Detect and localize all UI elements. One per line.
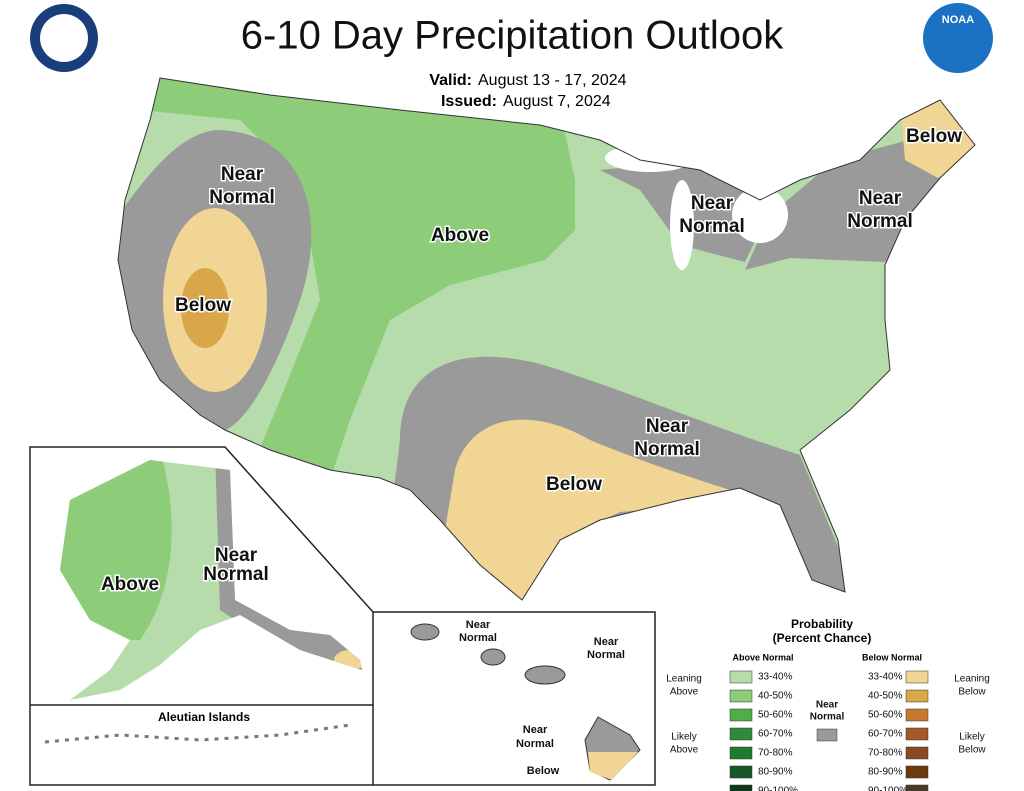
island: [480, 648, 506, 666]
region-label: Normal: [516, 738, 554, 750]
legend-range: 70-80%: [868, 748, 903, 759]
legend-swatch: [905, 765, 929, 779]
region-label: Normal: [587, 649, 625, 661]
legend-group: Leaning: [954, 674, 990, 685]
legend-range: 33-40%: [868, 672, 903, 683]
inset-title: Aleutian Islands: [158, 710, 250, 724]
legend-swatch: [729, 670, 753, 684]
legend-range: 60-70%: [868, 729, 903, 740]
legend-swatch: [905, 670, 929, 684]
logo-text: NOAA: [942, 14, 974, 26]
legend-swatch: [729, 784, 753, 791]
legend-swatch: [905, 784, 929, 791]
region-label: Near: [466, 619, 491, 631]
issued-label: Issued:: [441, 93, 497, 110]
region-label: Below: [527, 765, 560, 777]
below-west-core: [181, 268, 229, 348]
issued-date: August 7, 2024: [503, 93, 611, 110]
legend-range: 60-70%: [758, 729, 793, 740]
lake: [732, 187, 788, 243]
legend-group: Leaning: [666, 674, 702, 685]
legend-range: 70-80%: [758, 748, 793, 759]
island: [410, 623, 440, 641]
region-label: Normal: [209, 187, 274, 208]
legend-group: Likely: [671, 732, 697, 743]
region-label: Normal: [634, 439, 699, 460]
seal-inner: [40, 14, 88, 62]
title: 6-10 Day Precipitation Outlook: [241, 14, 785, 58]
legend-range: 90-100%: [758, 786, 798, 791]
legend-swatch: [729, 765, 753, 779]
legend-swatch: [905, 727, 929, 741]
region-label: Below: [546, 474, 602, 495]
legend-range: 40-50%: [868, 691, 903, 702]
legend-group: Likely: [959, 732, 985, 743]
region-label: Above: [101, 574, 159, 595]
valid-label: Valid:: [429, 72, 472, 89]
region-label: Normal: [459, 632, 497, 644]
legend-title: Probability: [791, 617, 853, 631]
below-south: [440, 419, 730, 600]
big-island-below: [588, 752, 638, 780]
legend-group: Normal: [810, 712, 845, 723]
legend-range: 80-90%: [868, 767, 903, 778]
legend-range: 33-40%: [758, 672, 793, 683]
region-label: Near: [691, 193, 734, 214]
legend-range: 80-90%: [758, 767, 793, 778]
legend-header: Below Normal: [862, 652, 922, 662]
legend-swatch: [729, 708, 753, 722]
aleutian-islands: [44, 723, 351, 744]
legend-swatch: [905, 746, 929, 760]
near-normal-swatch: [816, 728, 838, 742]
legend: Probability (Percent Chance) Above Norma…: [666, 617, 990, 791]
legend-swatch: [729, 727, 753, 741]
region-label: Below: [175, 295, 231, 316]
region-label: Near: [221, 164, 264, 185]
island: [524, 665, 566, 685]
region-label: Normal: [847, 211, 912, 232]
above-area: [60, 460, 172, 640]
legend-range: 50-60%: [758, 710, 793, 721]
conus-border: [117, 77, 976, 601]
lake: [605, 144, 695, 172]
region-label: Above: [431, 225, 489, 246]
legend-swatch: [905, 708, 929, 722]
legend-swatch: [729, 689, 753, 703]
legend-group: Above: [670, 687, 699, 698]
legend-title: (Percent Chance): [773, 631, 872, 645]
legend-range: 50-60%: [868, 710, 903, 721]
legend-range: 90-100%: [868, 786, 908, 791]
region-label: Near: [215, 545, 258, 566]
lake: [670, 180, 694, 270]
legend-swatch: [905, 689, 929, 703]
region-label: Near: [594, 636, 619, 648]
legend-swatch: [729, 746, 753, 760]
above-area: [140, 78, 575, 480]
legend-group: Near: [816, 700, 838, 711]
legend-header: Above Normal: [732, 652, 793, 662]
legend-group: Below: [958, 687, 986, 698]
region-label: Normal: [679, 216, 744, 237]
noaa-logo: [923, 3, 993, 73]
region-label: Near: [523, 724, 548, 736]
legend-range: 40-50%: [758, 691, 793, 702]
legend-group: Below: [958, 745, 986, 756]
region-label: Below: [906, 126, 962, 147]
valid-dates: August 13 - 17, 2024: [478, 72, 627, 89]
legend-group: Above: [670, 745, 699, 756]
region-label: Near: [646, 416, 689, 437]
region-label: Normal: [203, 564, 268, 585]
region-label: Near: [859, 188, 902, 209]
